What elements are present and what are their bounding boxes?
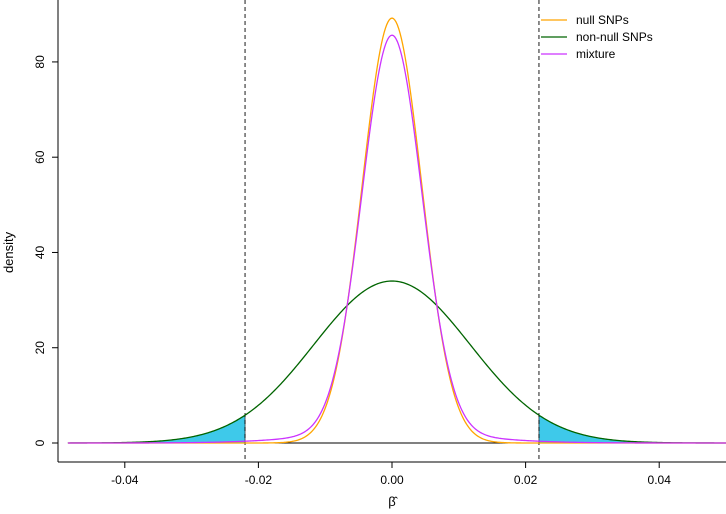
y-tick-label: 60 <box>33 150 47 164</box>
series-line-non-null-snps <box>68 280 726 444</box>
y-tick-label: 40 <box>33 245 47 259</box>
threshold-lines <box>244 0 540 462</box>
legend-entry: non-null SNPs <box>576 30 653 44</box>
x-tick-label: 0.04 <box>648 473 672 487</box>
density-curves <box>68 17 726 444</box>
series-line-null-snps <box>68 17 726 444</box>
y-tick-label: 0 <box>33 439 47 446</box>
shaded-tails <box>67 414 726 444</box>
y-tick-label: 80 <box>33 55 47 69</box>
series-line-mixture <box>68 34 726 444</box>
legend-entry: mixture <box>576 47 616 61</box>
x-tick-label: -0.04 <box>111 473 139 487</box>
x-tick-label: -0.02 <box>245 473 273 487</box>
legend-entry: null SNPs <box>576 13 629 27</box>
x-tick-label: 0.00 <box>380 473 404 487</box>
y-tick-label: 20 <box>33 341 47 355</box>
y-axis-label: density <box>1 231 16 273</box>
x-tick-label: 0.02 <box>514 473 538 487</box>
legend: null SNPs non-null SNPs mixture <box>541 13 653 61</box>
x-axis-label: β̂ <box>388 494 398 509</box>
